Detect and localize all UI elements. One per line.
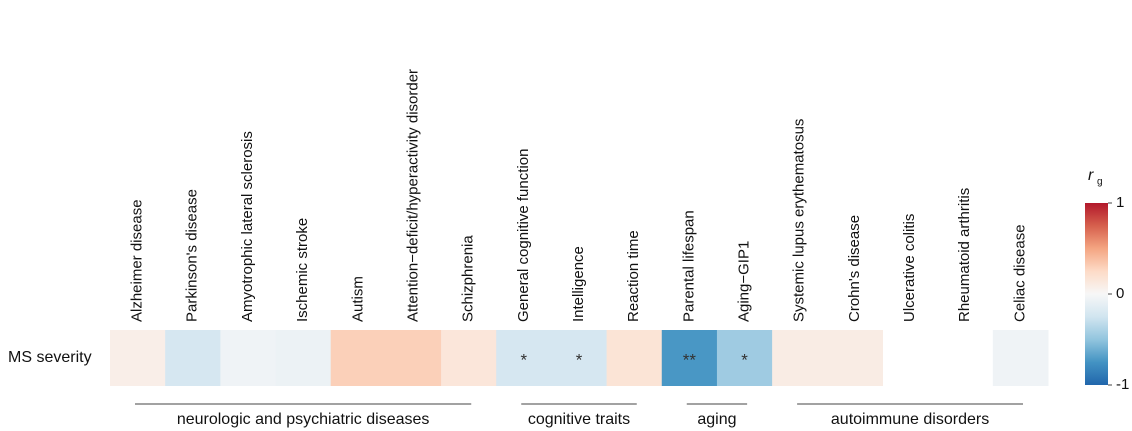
colorbar-title-sub: g — [1097, 177, 1103, 188]
cell-annotation: * — [741, 350, 748, 369]
colorbar-tick-label: -1 — [1116, 376, 1129, 393]
colorbar-tick-label: 0 — [1116, 285, 1124, 302]
column-label: Attention−deficit/hyperactivity disorder — [404, 69, 421, 322]
colorbar-title: r — [1088, 167, 1094, 184]
column-label: Systemic lupus erythematosus — [791, 119, 808, 322]
column-label: Ischemic stroke — [294, 218, 311, 322]
cell-annotation: ** — [683, 350, 697, 369]
group-label: neurologic and psychiatric diseases — [177, 411, 430, 428]
heat-cell — [716, 330, 773, 386]
column-label: Autism — [349, 276, 366, 322]
heat-cell — [165, 330, 221, 386]
column-label: Parental lifespan — [680, 210, 697, 322]
column-label: Amyotrophic lateral sclerosis — [239, 131, 256, 322]
column-label: Ulcerative colitis — [901, 214, 918, 322]
group-label: aging — [697, 411, 736, 428]
column-label: Celiac disease — [1011, 224, 1028, 322]
column-label: Rheumatoid arthritis — [956, 188, 973, 322]
column-label: Intelligence — [570, 246, 587, 322]
colorbar-tick-label: 1 — [1116, 194, 1124, 211]
heat-cell — [992, 330, 1049, 386]
heat-cell — [220, 330, 277, 386]
heat-cell — [606, 330, 663, 386]
column-label: Alzheimer disease — [129, 199, 146, 322]
cell-annotation: * — [576, 350, 583, 369]
heat-cell — [772, 330, 828, 386]
heat-cell — [110, 330, 166, 386]
group-label: autoimmune disorders — [831, 411, 989, 428]
row-label: MS severity — [8, 349, 92, 366]
heat-cell — [441, 330, 497, 386]
heat-cell — [661, 330, 718, 386]
colorbar — [1085, 203, 1108, 385]
heat-cell — [330, 330, 387, 386]
column-label: General cognitive function — [515, 149, 532, 322]
heat-cell — [496, 330, 552, 386]
heat-cell — [275, 330, 332, 386]
heat-cell — [551, 330, 608, 386]
group-label: cognitive traits — [528, 411, 630, 428]
column-label: Reaction time — [625, 230, 642, 322]
column-label: Parkinson's disease — [184, 189, 201, 322]
heat-cell — [385, 330, 442, 386]
column-label: Schizphrenia — [460, 235, 477, 322]
column-label: Crohn's disease — [846, 215, 863, 322]
heat-cell — [827, 330, 883, 386]
column-label: Aging−GIP1 — [735, 241, 752, 322]
cell-annotation: * — [521, 350, 528, 369]
